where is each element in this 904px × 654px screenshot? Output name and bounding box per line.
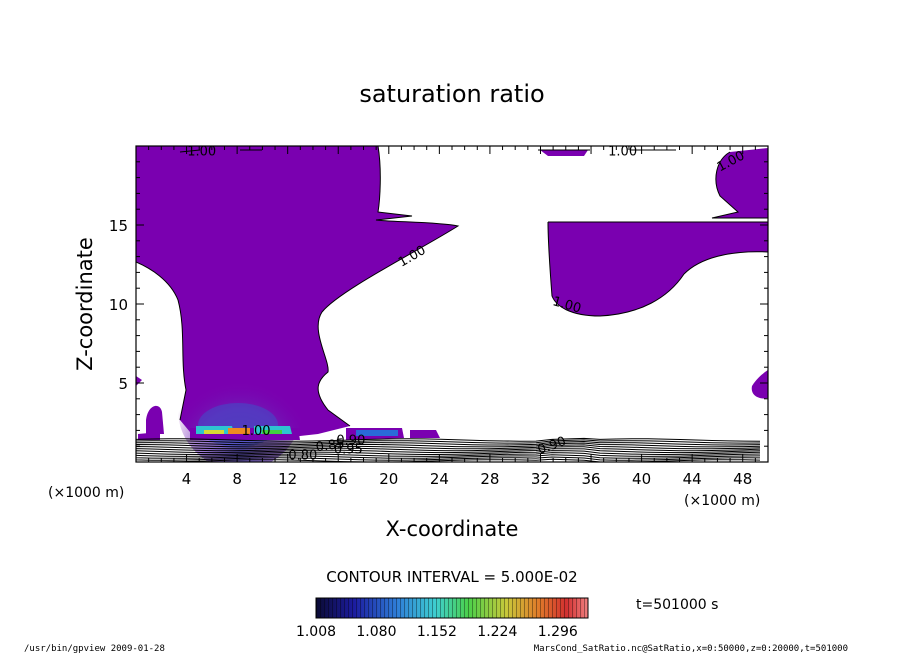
contour-label: 1.00 [242,424,271,439]
contour-label: 1.00 [608,144,637,159]
contour-interval-text: CONTOUR INTERVAL = 5.000E-02 [326,568,577,586]
x-tick-label: 48 [733,470,752,488]
y-tick-label: 15 [109,217,128,235]
surface-contour-line [136,437,761,442]
chart-title: saturation ratio [359,80,544,108]
footer-left: /usr/bin/gpview 2009-01-28 [24,644,165,654]
x-tick-label: 12 [278,470,297,488]
surface-contour-line [136,439,761,444]
colorbar-tick-label: 1.152 [417,624,457,640]
contour-label: 1.00 [187,144,216,159]
x-tick-label: 4 [182,470,192,488]
contour-line-right [547,221,768,317]
x-tick-label: 28 [480,470,499,488]
cloud-band-2 [146,405,164,434]
surface-contour-line [136,450,761,456]
contour-line-top [179,149,676,153]
surface-contour-line [136,444,761,450]
cloud-orange-1 [228,428,250,434]
footer-right: MarsCond_SatRatio.nc@SatRatio,x=0:50000,… [534,644,848,654]
x-tick-label: 40 [632,470,651,488]
colorbar-stripes [316,598,588,618]
x-tick-label: 20 [379,470,398,488]
colorbar: 1.008 1.080 1.152 1.224 1.296 [296,597,589,640]
x-tick-label: 32 [531,470,550,488]
saturated-region-right-lower [548,222,768,316]
y-axis-title: Z-coordinate [73,237,97,371]
cloud-green-1 [262,430,282,434]
colorbar-frame [315,597,589,619]
x-tick-label: 16 [329,470,348,488]
surface-contour-line [136,454,761,459]
saturated-region-top-strip [540,150,588,156]
contour-label: 0.85 [315,436,346,455]
y-axis: 5 10 15 [109,161,768,447]
x-tick-label: 24 [430,470,449,488]
cloud-blue-1 [356,430,398,436]
surface-contour-line [136,442,761,448]
surface-contour-line [136,452,761,457]
contour-label: 0.80 [288,449,317,464]
y-tick-label: 5 [118,375,128,393]
colorbar-tick-label: 1.080 [356,624,396,640]
saturated-region-right [712,146,768,218]
time-text: t=501000 s [636,597,718,613]
x-axis: 4 8 12 16 20 24 28 32 36 40 44 48 [148,146,756,488]
contour-line-left [317,146,460,427]
x-tick-label: 36 [581,470,600,488]
contour-label: 0.90 [336,434,365,449]
surface-contour-line [136,448,761,454]
cloud-yellow-1 [204,430,224,434]
y-tick-label: 10 [109,296,128,314]
surface-contours [136,437,761,462]
x-axis-title: X-coordinate [386,517,519,541]
contour-line-left-lower [136,261,187,421]
contour-labels: 1.00 1.00 1.001.001.001.000.800.850.900.95… [187,144,747,464]
colorbar-tick-label: 1.224 [477,624,517,640]
surface-contour-line [136,446,761,452]
x-tick-label: 44 [683,470,702,488]
colorbar-ticks: 1.008 1.080 1.152 1.224 1.296 [296,624,578,640]
contour-line-top-right [711,151,768,219]
cloud-band-5 [410,430,440,438]
x-tick-label: 8 [232,470,242,488]
saturated-blob-right-edge [751,370,768,399]
contour-label: 0.95 [334,442,363,457]
surface-contour-line [136,456,761,461]
surface-contour-line [136,440,761,446]
x-axis-unit: (×1000 m) [684,493,760,509]
y-axis-unit: (×1000 m) [48,485,124,501]
colorbar-tick-label: 1.296 [538,624,578,640]
plot-area: 1.00 1.00 1.001.001.001.000.800.850.900.95… [136,144,768,464]
colorbar-tick-label: 1.008 [296,624,336,640]
